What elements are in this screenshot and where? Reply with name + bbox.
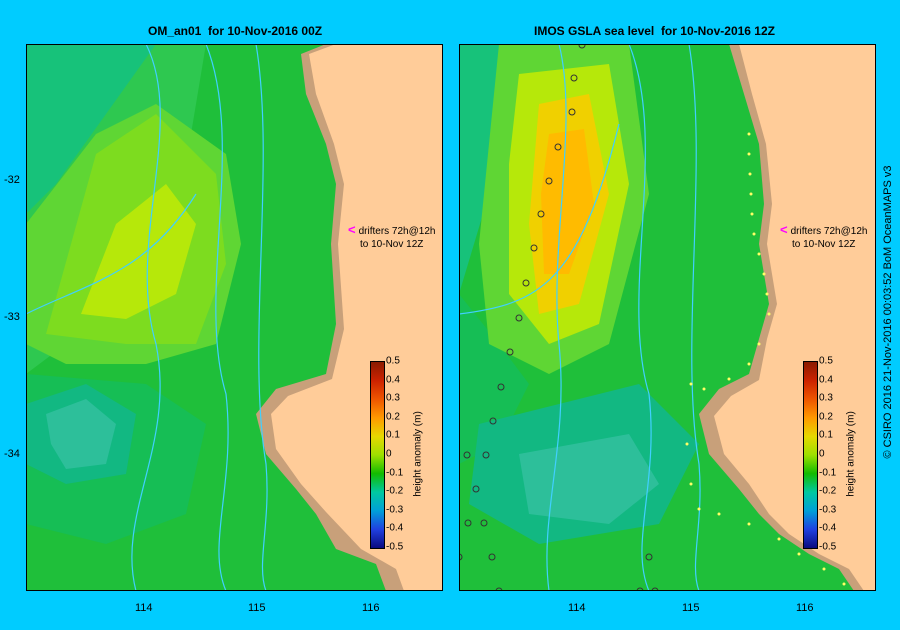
left-drifter-line1: drifters 72h@12h: [358, 226, 436, 237]
left-cbar-tick: 0.5: [386, 355, 400, 367]
left-sea-level-map: [26, 44, 443, 591]
right-lon-label-114: 114: [568, 602, 586, 614]
right-cbar-tick: 0.5: [819, 355, 833, 367]
right-lon-label-116: 116: [796, 602, 814, 614]
left-colorbar-scale: [370, 361, 385, 549]
left-colorbar-label: height anomaly (m): [412, 411, 424, 497]
left-cbar-tick: 0.4: [386, 374, 400, 386]
left-cbar-tick: 0.2: [386, 411, 400, 423]
left-cbar-tick: -0.1: [386, 467, 404, 479]
left-cbar-tick: -0.3: [386, 504, 404, 516]
credit-text: © CSIRO 2016 21-Nov-2016 00:03:52 BoM Oc…: [882, 165, 894, 459]
right-cbar-tick: 0.1: [819, 429, 833, 441]
right-cbar-tick: -0.5: [819, 541, 837, 553]
right-drifter-line1: drifters 72h@12h: [790, 226, 868, 237]
right-cbar-tick: 0.2: [819, 411, 833, 423]
right-cbar-tick: -0.4: [819, 522, 837, 534]
left-cbar-tick: 0.1: [386, 429, 400, 441]
right-cbar-tick: -0.1: [819, 467, 837, 479]
left-map-title: OM_an01 for 10-Nov-2016 00Z: [148, 24, 323, 38]
left-cbar-tick: 0.3: [386, 392, 400, 404]
left-cbar-tick: -0.2: [386, 485, 404, 497]
right-drifter-arrow-icon: <: [780, 222, 788, 237]
right-colorbar-label: height anomaly (m): [845, 411, 857, 497]
lat-label-32: -32: [4, 174, 20, 186]
lat-label-33: -33: [4, 311, 20, 323]
left-cbar-tick: -0.4: [386, 522, 404, 534]
right-colorbar-scale: [803, 361, 818, 549]
right-cbar-tick: 0: [819, 448, 825, 460]
left-drifter-note: < drifters 72h@12h to 10-Nov 12Z: [348, 223, 435, 251]
right-lon-label-115: 115: [682, 602, 700, 614]
right-cbar-tick: -0.2: [819, 485, 837, 497]
left-drifter-line2: to 10-Nov 12Z: [360, 239, 424, 250]
right-cbar-tick: 0.3: [819, 392, 833, 404]
lat-label-34: -34: [4, 448, 20, 460]
left-cbar-tick: -0.5: [386, 541, 404, 553]
right-sea-level-map: [459, 44, 876, 591]
right-drifter-line2: to 10-Nov 12Z: [792, 239, 856, 250]
left-lon-label-116: 116: [362, 602, 380, 614]
right-cbar-tick: -0.3: [819, 504, 837, 516]
right-cbar-tick: 0.4: [819, 374, 833, 386]
left-lon-label-115: 115: [248, 602, 266, 614]
left-cbar-tick: 0: [386, 448, 392, 460]
left-drifter-arrow-icon: <: [348, 222, 356, 237]
left-lon-label-114: 114: [135, 602, 153, 614]
right-map-title: IMOS GSLA sea level for 10-Nov-2016 12Z: [534, 24, 775, 38]
right-drifter-note: < drifters 72h@12h to 10-Nov 12Z: [780, 223, 867, 251]
